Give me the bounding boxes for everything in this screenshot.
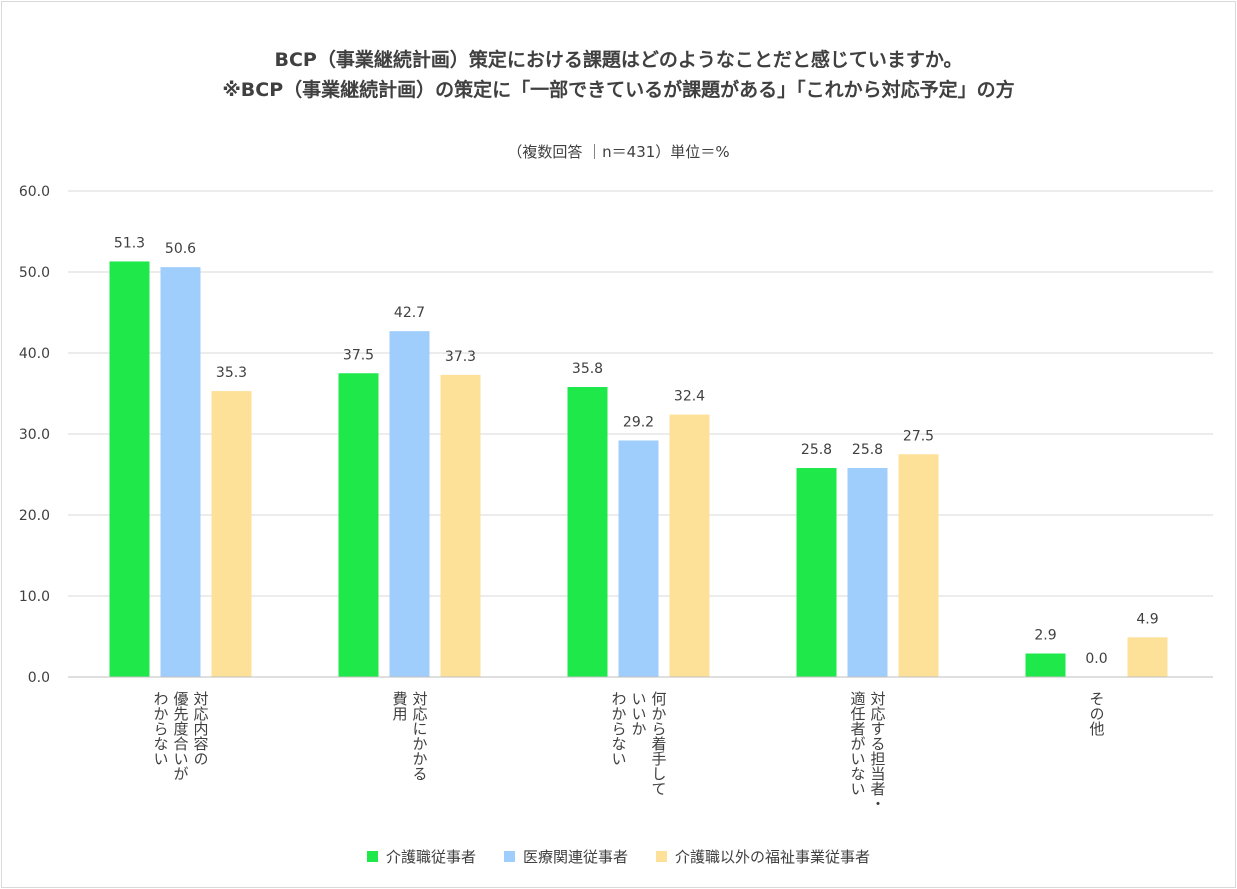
category-label: 適任者がいない [849, 690, 867, 796]
data-label: 29.2 [623, 414, 654, 430]
legend: 介護職従事者 医療関連従事者 介護職以外の福祉事業従事者 [0, 846, 1237, 867]
bar [109, 261, 150, 677]
bar [567, 387, 608, 677]
y-tick-label: 60.0 [19, 184, 50, 200]
legend-item: 介護職従事者 [366, 846, 476, 867]
data-label: 27.5 [903, 428, 934, 444]
y-tick-label: 20.0 [19, 508, 50, 524]
category-label: 対応内容の [192, 691, 210, 766]
category-label: その他 [1088, 691, 1106, 737]
y-tick-label: 30.0 [19, 427, 50, 443]
bar [389, 331, 430, 677]
category-label: いいか [630, 691, 648, 736]
category-label: わからない [152, 691, 170, 766]
data-label: 25.8 [801, 442, 832, 458]
bar [440, 374, 481, 677]
data-label: 4.9 [1136, 611, 1158, 627]
category-label: 対応する担当者・ [869, 691, 887, 811]
chart-title-line1: BCP（事業継続計画）策定における課題はどのようなことだと感じていますか。 [274, 49, 963, 71]
data-label: 42.7 [394, 305, 425, 321]
category-label: 優先度合いが [172, 691, 190, 781]
y-tick-label: 0.0 [28, 670, 50, 686]
category-label: 対応にかかる [411, 691, 429, 781]
category-label: 何から着手して [650, 691, 668, 796]
bar [1127, 637, 1168, 677]
legend-label: 介護職以外の福祉事業従事者 [675, 848, 871, 866]
data-label: 51.3 [114, 235, 145, 251]
bar [211, 391, 252, 677]
legend-label: 医療関連従事者 [522, 848, 628, 866]
chart-title-line2: ※BCP（事業継続計画）の策定に「一部できているが課題がある」「これから対応予定… [222, 79, 1015, 101]
data-label: 50.6 [165, 241, 196, 257]
bar [338, 373, 379, 677]
data-label: 0.0 [1085, 651, 1107, 667]
legend-swatch [366, 851, 378, 862]
bar [669, 414, 710, 677]
category-label: わからない [610, 691, 628, 766]
bar [1025, 653, 1066, 677]
legend-item: 医療関連従事者 [503, 846, 628, 867]
data-label: 35.3 [216, 365, 247, 381]
legend-swatch [503, 851, 515, 862]
y-tick-label: 10.0 [19, 589, 50, 605]
data-label: 37.5 [343, 347, 374, 363]
y-tick-label: 50.0 [19, 265, 50, 281]
category-label: 費用 [391, 691, 409, 722]
data-label: 32.4 [674, 389, 705, 405]
legend-item: 介護職以外の福祉事業従事者 [656, 846, 870, 867]
bar [898, 454, 939, 677]
bar [796, 468, 837, 677]
bar [160, 267, 201, 677]
chart-subtitle: （複数回答 ｜n＝431）単位＝% [507, 143, 730, 161]
legend-swatch [656, 851, 667, 862]
data-label: 35.8 [572, 361, 603, 377]
bar [847, 468, 888, 677]
bar [618, 440, 659, 677]
data-label: 37.3 [445, 349, 476, 365]
legend-label: 介護職従事者 [385, 848, 476, 866]
data-label: 25.8 [852, 442, 883, 458]
y-tick-label: 40.0 [19, 346, 50, 362]
data-label: 2.9 [1034, 628, 1056, 644]
